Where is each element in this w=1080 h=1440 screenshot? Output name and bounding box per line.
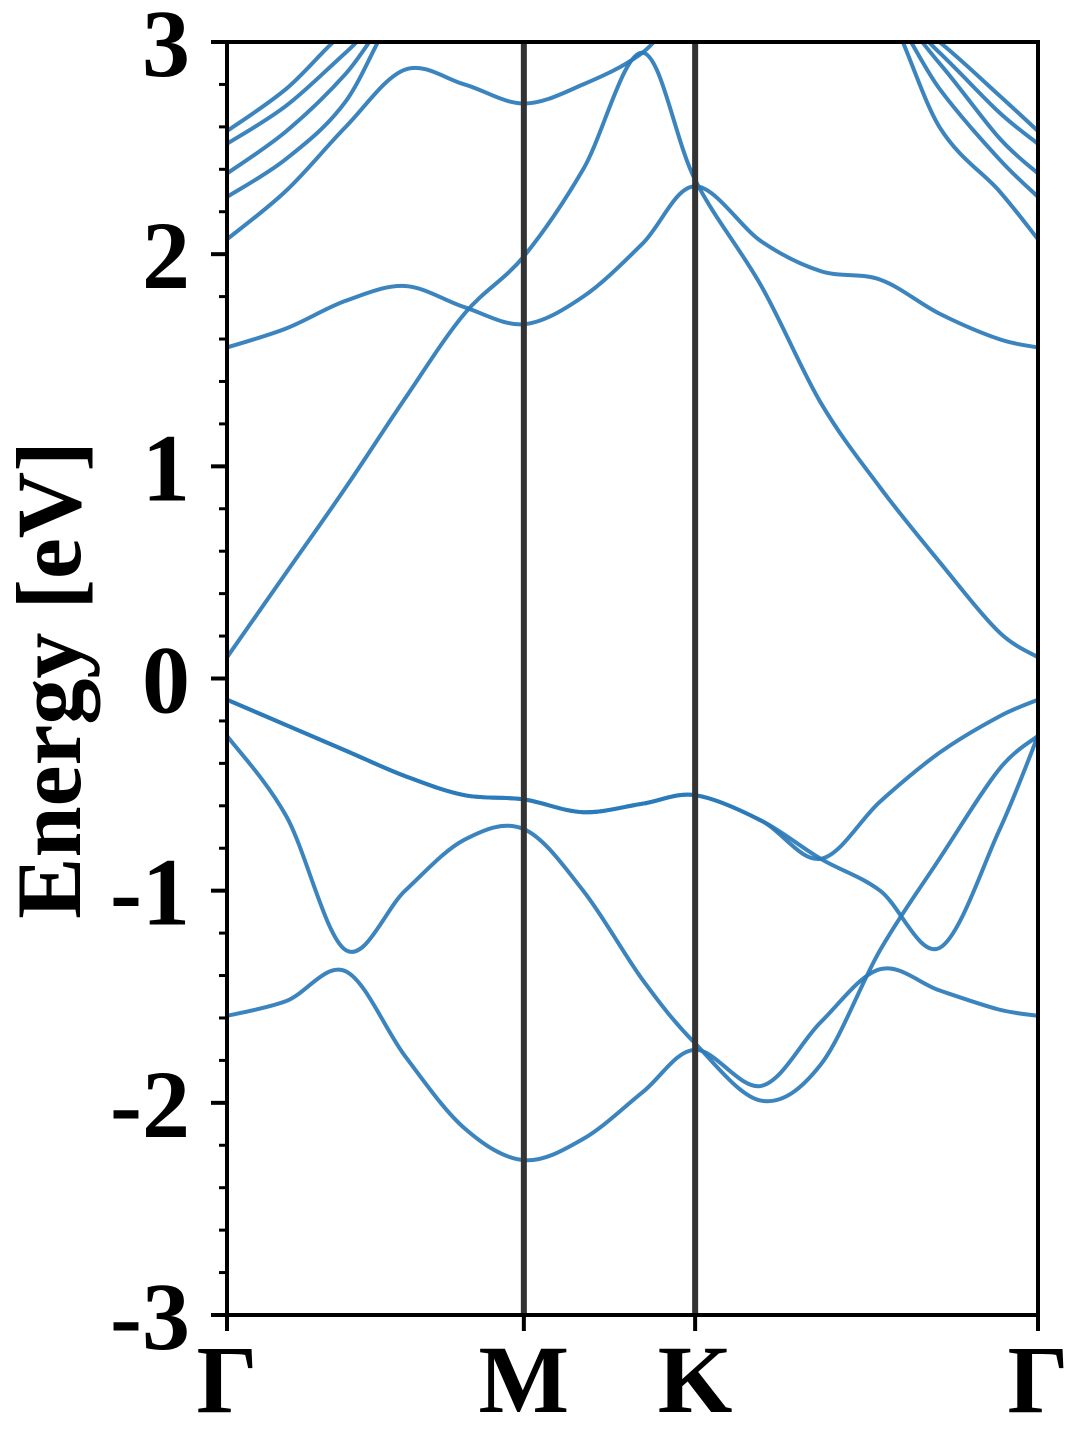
x-tick-label: Γ — [1007, 1326, 1068, 1433]
y-tick-label: 2 — [142, 202, 190, 309]
band-line-3 — [227, 697, 1038, 952]
y-tick-label: 3 — [142, 0, 190, 97]
band-line-6 — [227, 184, 1038, 350]
y-tick-label: -1 — [110, 839, 190, 946]
x-tick-label: K — [658, 1326, 733, 1433]
band-line-4 — [227, 697, 1038, 861]
y-tick-label: 1 — [142, 414, 190, 521]
high-symmetry-dividers — [520, 42, 699, 1315]
band-line-9 — [227, 42, 1038, 176]
band-line-5 — [227, 50, 1038, 660]
band-line-11 — [227, 42, 1038, 134]
y-tick-label: -2 — [110, 1051, 190, 1158]
band-line-7 — [227, 42, 1038, 242]
band-line-2 — [227, 733, 1038, 1104]
band-line-8 — [227, 42, 1038, 199]
band-lines — [227, 42, 1038, 1163]
band-line-1 — [227, 966, 1038, 1163]
y-axis-title: Energy [eV] — [0, 441, 100, 919]
y-axis-ticks: -3 -2 -1 0 1 2 3 — [110, 0, 227, 1370]
plot-frame — [225, 40, 1040, 1317]
x-tick-label: Γ — [196, 1326, 257, 1433]
x-tick-label: M — [479, 1326, 570, 1433]
y-tick-label: 0 — [142, 627, 190, 734]
y-tick-label: -3 — [110, 1263, 190, 1370]
